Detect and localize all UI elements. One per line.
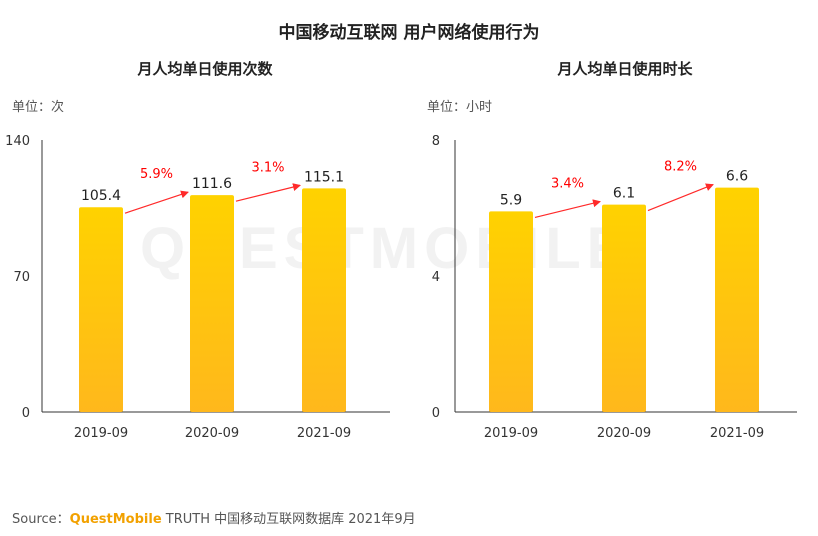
usage-count-value-label: 111.6 — [192, 176, 232, 192]
usage-duration-value-label: 6.1 — [613, 186, 635, 202]
usage-count-growth-label: 5.9% — [140, 167, 173, 182]
usage-count-value-label: 105.4 — [81, 188, 121, 204]
source-note: Source：QuestMobile TRUTH 中国移动互联网数据库 2021… — [12, 508, 416, 527]
usage-duration-growth-arrow — [647, 183, 714, 212]
chart-title-usage-duration: 月人均单日使用时长 — [557, 60, 693, 78]
source-label: Source： — [12, 512, 70, 527]
unit-label-left: 单位：次 — [12, 100, 65, 115]
usage-duration-bar — [489, 211, 533, 412]
usage-duration-ytick-label: 0 — [432, 406, 440, 421]
usage-count-ytick-label: 140 — [5, 134, 30, 149]
usage-count-ytick-label: 0 — [22, 406, 30, 421]
usage-duration-bar — [602, 204, 646, 412]
usage-duration-growth-arrow — [534, 199, 601, 218]
chart-title-usage-count: 月人均单日使用次数 — [137, 60, 273, 78]
usage-duration-value-label: 5.9 — [500, 192, 522, 208]
usage-count-value-label: 115.1 — [304, 169, 344, 185]
usage-count-growth-label: 3.1% — [251, 160, 284, 175]
usage-duration-value-label: 6.6 — [726, 169, 748, 185]
usage-duration-growth-label: 8.2% — [664, 160, 697, 175]
usage-duration-ytick-label: 4 — [432, 270, 440, 285]
usage-count-bar — [190, 195, 234, 412]
unit-label-right: 单位：小时 — [427, 100, 493, 115]
usage-duration-category-label: 2021-09 — [710, 426, 764, 441]
usage-duration-ytick-label: 8 — [432, 134, 440, 149]
usage-count-growth-arrow — [235, 183, 301, 202]
usage-count-category-label: 2020-09 — [185, 426, 239, 441]
usage-duration-bar — [715, 187, 759, 412]
usage-duration-category-label: 2019-09 — [484, 426, 538, 441]
usage-count-growth-arrow — [124, 190, 189, 214]
usage-count-ytick-label: 70 — [13, 270, 30, 285]
usage-count-category-label: 2021-09 — [297, 426, 351, 441]
usage-duration-growth-label: 3.4% — [551, 177, 584, 192]
source-text: TRUTH 中国移动互联网数据库 2021年9月 — [161, 512, 416, 527]
page-title: 中国移动互联网 用户网络使用行为 — [278, 23, 540, 43]
usage-duration-category-label: 2020-09 — [597, 426, 651, 441]
usage-count-bar — [79, 207, 123, 412]
usage-count-bar — [302, 188, 346, 412]
source-brand: QuestMobile — [69, 512, 162, 527]
usage-count-category-label: 2019-09 — [74, 426, 128, 441]
